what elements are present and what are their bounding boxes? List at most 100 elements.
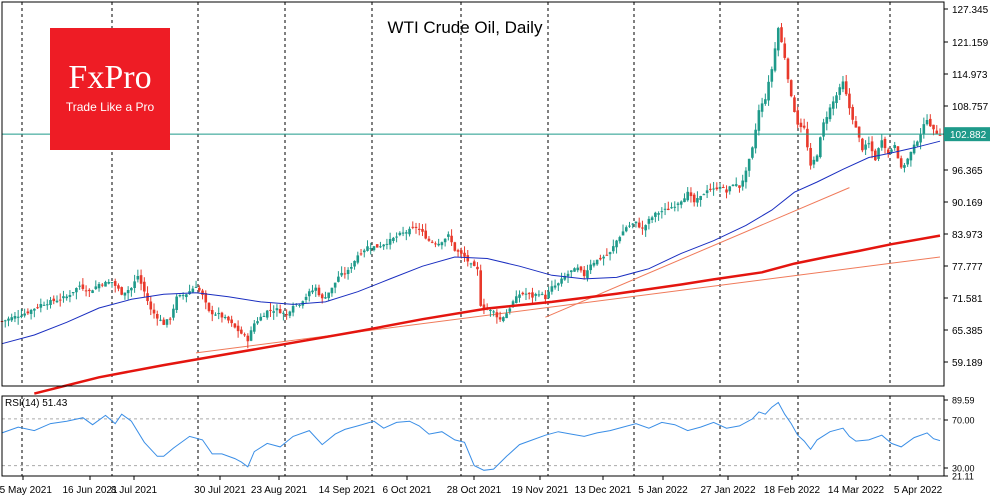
candle-body (472, 261, 476, 266)
date-tick-label: 8 Jul 2021 (111, 485, 158, 496)
candle-body (175, 296, 178, 311)
date-tick-label: 30 Jul 2021 (194, 485, 246, 496)
candle-body (760, 103, 764, 112)
candle-body (495, 312, 499, 318)
candle-body (320, 294, 324, 299)
candle-body (417, 228, 421, 230)
candle-body (479, 270, 483, 306)
candle-body (705, 190, 709, 194)
candle-body (757, 110, 761, 131)
candle-body (262, 315, 266, 317)
candle-body (870, 141, 874, 152)
candle-body (401, 232, 405, 234)
candle-body (767, 81, 770, 101)
candle-body (375, 244, 379, 248)
candle-body (919, 134, 922, 143)
candle-body (476, 266, 479, 270)
candle-body (883, 138, 887, 149)
candle-body (851, 106, 854, 120)
price-tick-label: 77.777 (952, 262, 983, 273)
candle-body (217, 313, 221, 315)
candle-body (356, 255, 360, 263)
candle-body (916, 141, 919, 146)
rsi-line (1, 401, 941, 471)
candle-body (362, 250, 366, 253)
candle-body (298, 304, 301, 306)
candle-body (835, 95, 838, 104)
candle-body (249, 330, 253, 341)
candle-body (928, 118, 932, 127)
candle-body (58, 299, 62, 301)
candle-body (828, 107, 832, 120)
logo-brand: FxPro (68, 59, 152, 96)
candle-body (641, 227, 644, 229)
candle-body (285, 314, 288, 316)
candle-body (502, 317, 505, 322)
candle-body (582, 269, 586, 277)
candle-body (751, 147, 754, 158)
candle-body (7, 318, 10, 321)
candle-body (304, 296, 308, 300)
candle-body (120, 287, 123, 295)
candle-body (185, 294, 188, 298)
candle-body (624, 227, 628, 232)
candle-body (149, 301, 153, 310)
candle-body (647, 218, 651, 224)
candle-body (353, 260, 356, 267)
candle-body (16, 316, 20, 318)
candle-body (240, 329, 243, 334)
date-tick-label: 27 Jan 2022 (700, 485, 755, 496)
candle-body (899, 158, 903, 168)
candle-body (466, 255, 470, 262)
candle-body (867, 143, 871, 145)
candle-body (3, 320, 7, 322)
candle-body (696, 198, 699, 203)
candle-body (670, 207, 673, 209)
slow-moving-average-line (33, 234, 941, 395)
candle-body (411, 226, 415, 228)
candle-body (430, 241, 434, 243)
candle-body (579, 266, 583, 271)
candle-body (469, 263, 473, 265)
candle-body (33, 308, 36, 311)
candle-body (831, 101, 835, 109)
candle-body (311, 290, 314, 293)
date-tick-label: 23 Aug 2021 (251, 485, 308, 496)
candle-body (117, 285, 120, 289)
candle-body (553, 285, 557, 288)
candle-body (269, 309, 272, 311)
candle-body (518, 294, 521, 298)
candle-body (657, 213, 660, 215)
rsi-layer (1, 401, 944, 471)
candle-body (679, 201, 683, 205)
candle-body (725, 189, 728, 193)
candle-body (773, 48, 777, 71)
candle-body (172, 308, 175, 318)
candle-body (815, 155, 819, 162)
candle-body (634, 221, 638, 224)
candle-body (731, 184, 735, 186)
candle-body (806, 128, 809, 148)
candle-body (547, 291, 550, 299)
candle-body (220, 312, 224, 318)
candle-body (660, 211, 664, 213)
candle-body (848, 93, 851, 109)
date-tick-label: 13 Dec 2021 (575, 485, 632, 496)
candle-body (819, 137, 822, 158)
candle-body (440, 242, 444, 246)
current-price-label: 102.882 (950, 130, 987, 141)
candle-body (534, 294, 537, 296)
candle-body (94, 286, 98, 289)
candle-body (857, 126, 861, 138)
candle-body (113, 281, 117, 286)
candle-body (540, 293, 544, 295)
candle-body (259, 316, 263, 321)
candle-body (291, 306, 295, 313)
date-tick-label: 25 May 2021 (0, 485, 52, 496)
price-tick-label: 71.581 (952, 294, 983, 305)
date-tick-label: 6 Oct 2021 (383, 485, 432, 496)
candle-body (524, 293, 528, 295)
candle-body (890, 149, 893, 152)
candle-body (456, 250, 460, 252)
price-tick-label: 114.973 (952, 70, 988, 81)
